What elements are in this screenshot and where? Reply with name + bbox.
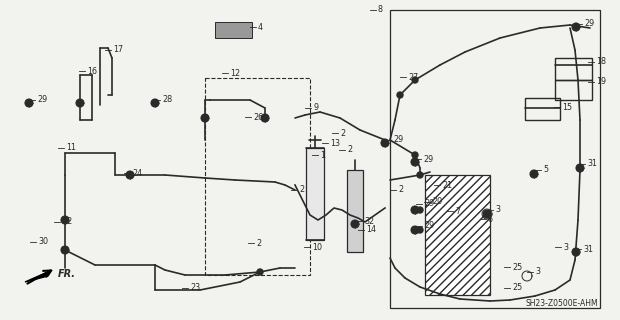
- Circle shape: [483, 210, 491, 218]
- Text: 22: 22: [62, 218, 73, 227]
- Bar: [390, 10, 600, 308]
- Text: 3: 3: [495, 205, 500, 214]
- Text: 12: 12: [230, 68, 240, 77]
- Text: 2: 2: [347, 146, 352, 155]
- Text: 16: 16: [87, 67, 97, 76]
- Circle shape: [201, 114, 209, 122]
- Circle shape: [572, 23, 580, 31]
- Circle shape: [397, 92, 403, 98]
- Text: 3: 3: [563, 243, 568, 252]
- Circle shape: [126, 171, 134, 179]
- Circle shape: [151, 99, 159, 107]
- Text: 18: 18: [596, 58, 606, 67]
- Text: 9: 9: [313, 103, 318, 113]
- Text: 19: 19: [596, 77, 606, 86]
- Text: 21: 21: [442, 180, 452, 189]
- Text: 13: 13: [330, 139, 340, 148]
- Text: 2: 2: [340, 129, 345, 138]
- Circle shape: [257, 269, 263, 275]
- Text: 20: 20: [432, 197, 442, 206]
- Bar: [425, 175, 490, 295]
- Circle shape: [411, 158, 419, 166]
- Circle shape: [127, 172, 133, 178]
- Circle shape: [261, 114, 269, 122]
- Text: 3: 3: [535, 268, 540, 276]
- Text: FR.: FR.: [58, 269, 76, 279]
- Bar: [215, 22, 252, 38]
- Circle shape: [411, 226, 419, 234]
- Circle shape: [61, 216, 69, 224]
- Text: 7: 7: [455, 206, 460, 215]
- Circle shape: [25, 99, 33, 107]
- Text: 11: 11: [66, 143, 76, 153]
- Circle shape: [412, 152, 418, 158]
- Text: 25: 25: [512, 284, 522, 292]
- Circle shape: [417, 207, 423, 213]
- Text: 29: 29: [423, 155, 433, 164]
- Circle shape: [262, 115, 268, 121]
- Text: 5: 5: [543, 165, 548, 174]
- Text: 8: 8: [378, 5, 383, 14]
- Text: 6: 6: [488, 214, 493, 223]
- Text: 15: 15: [562, 102, 572, 111]
- Circle shape: [576, 164, 584, 172]
- Circle shape: [76, 99, 84, 107]
- Polygon shape: [25, 270, 52, 282]
- Bar: [525, 98, 560, 120]
- Bar: [347, 170, 363, 252]
- Bar: [205, 78, 310, 275]
- Bar: [306, 148, 324, 240]
- Circle shape: [417, 227, 423, 233]
- Circle shape: [202, 115, 208, 121]
- Bar: [555, 80, 592, 100]
- Text: 24: 24: [132, 169, 142, 178]
- Text: 2: 2: [256, 238, 261, 247]
- Text: 2: 2: [299, 186, 304, 195]
- Circle shape: [530, 170, 538, 178]
- Circle shape: [61, 246, 69, 254]
- Text: 29: 29: [393, 135, 403, 145]
- Text: 1: 1: [320, 150, 325, 159]
- Bar: [555, 58, 592, 80]
- Text: 10: 10: [312, 243, 322, 252]
- Circle shape: [412, 77, 418, 83]
- Text: 29: 29: [584, 20, 594, 28]
- Text: 30: 30: [38, 237, 48, 246]
- Text: SH23-Z0500E-AHM: SH23-Z0500E-AHM: [525, 299, 598, 308]
- Text: 4: 4: [258, 22, 263, 31]
- Circle shape: [572, 248, 580, 256]
- Text: 28: 28: [162, 95, 172, 105]
- Circle shape: [411, 206, 419, 214]
- Text: 25: 25: [512, 262, 522, 271]
- Text: 31: 31: [583, 244, 593, 253]
- Text: 2: 2: [398, 186, 403, 195]
- Circle shape: [62, 247, 68, 253]
- Text: 23: 23: [190, 284, 200, 292]
- Text: 17: 17: [113, 45, 123, 54]
- Circle shape: [351, 220, 359, 228]
- Text: 32: 32: [364, 217, 374, 226]
- Text: 31: 31: [587, 159, 597, 169]
- Text: 27: 27: [408, 73, 419, 82]
- Text: 26: 26: [253, 113, 263, 122]
- Text: 29: 29: [424, 221, 434, 230]
- Text: 29: 29: [37, 95, 47, 105]
- Text: 29: 29: [424, 199, 434, 209]
- Circle shape: [381, 139, 389, 147]
- Text: 14: 14: [366, 226, 376, 235]
- Circle shape: [417, 172, 423, 178]
